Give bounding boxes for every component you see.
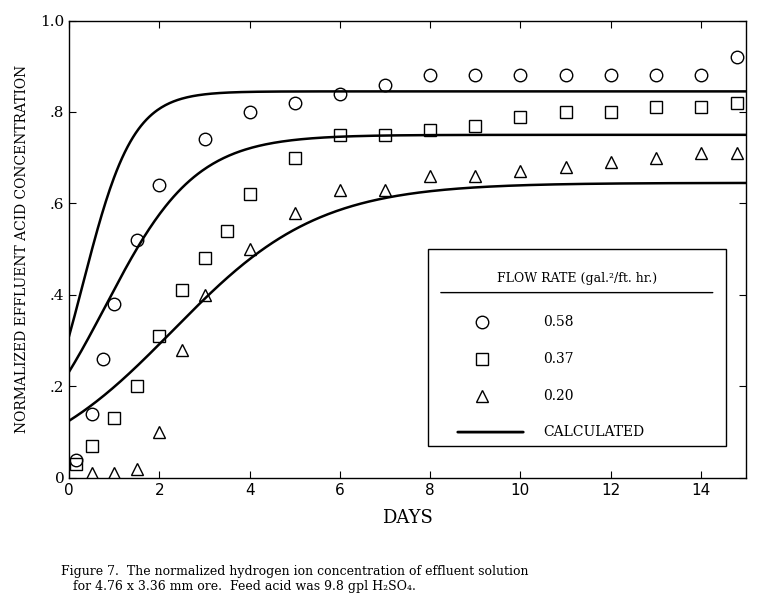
Text: 0.20: 0.20	[543, 388, 574, 403]
Text: CALCULATED: CALCULATED	[543, 425, 644, 439]
Text: 0.37: 0.37	[543, 352, 574, 366]
Text: 0.58: 0.58	[543, 315, 574, 329]
Text: Figure 7.  The normalized hydrogen ion concentration of effluent solution
   for: Figure 7. The normalized hydrogen ion co…	[61, 565, 528, 593]
X-axis label: DAYS: DAYS	[382, 509, 433, 527]
Y-axis label: NORMALIZED EFFLUENT ACID CONCENTRATION: NORMALIZED EFFLUENT ACID CONCENTRATION	[15, 65, 29, 433]
Text: FLOW RATE (gal.²/ft. hr.): FLOW RATE (gal.²/ft. hr.)	[497, 272, 657, 285]
Bar	[428, 249, 726, 446]
